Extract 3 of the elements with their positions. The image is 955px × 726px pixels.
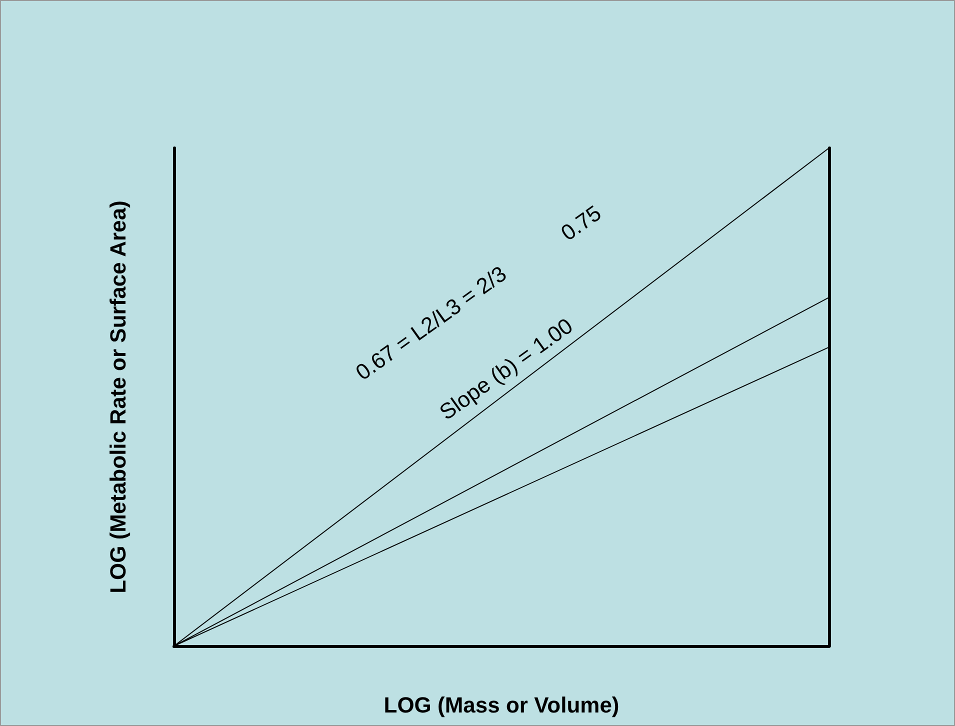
- x-axis-title: LOG (Mass or Volume): [384, 692, 620, 718]
- y-axis-title: LOG (Metabolic Rate or Surface Area): [106, 200, 130, 594]
- annotation: 0.75: [556, 200, 606, 246]
